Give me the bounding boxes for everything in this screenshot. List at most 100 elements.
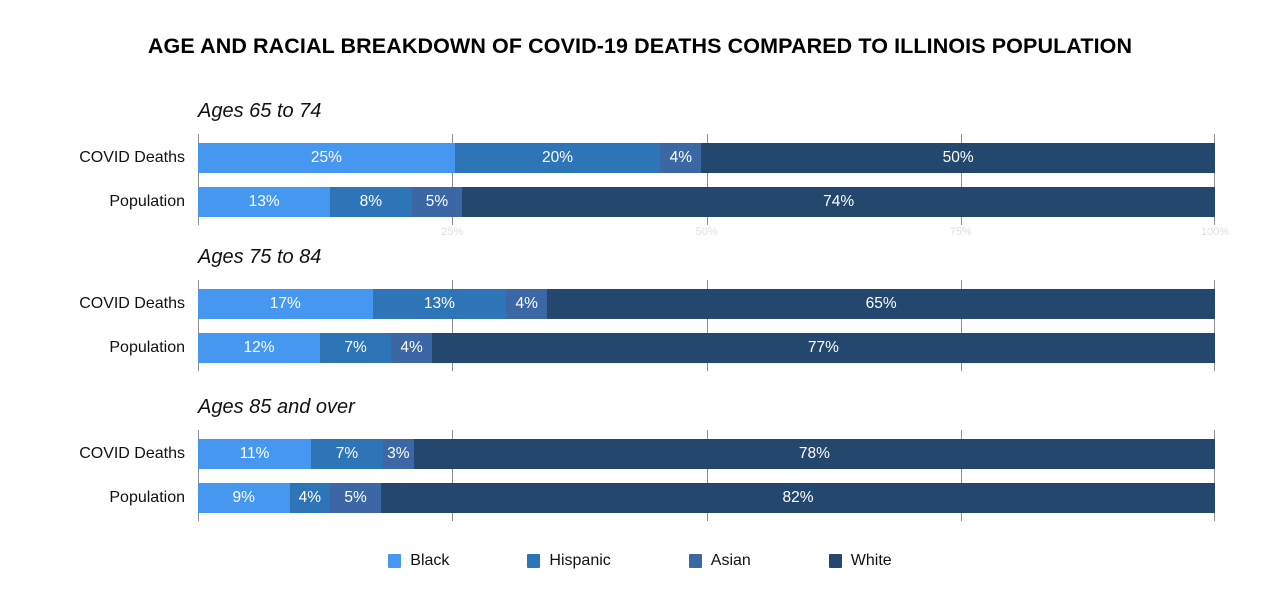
gridline-0 (198, 430, 199, 521)
segment-value-label: 12% (243, 339, 275, 356)
group-header: Ages 85 and over (198, 396, 355, 418)
row-label: Population (109, 193, 185, 210)
bar-segment-white: 50% (701, 143, 1215, 173)
bar-segment-asian: 4% (660, 143, 702, 173)
chart-title: AGE AND RACIAL BREAKDOWN OF COVID-19 DEA… (147, 34, 1133, 58)
covid-deaths-row: COVID Deaths 17% 13% 4% 65% (0, 289, 1280, 319)
row-label: Population (109, 339, 185, 356)
segment-value-label: 77% (807, 339, 839, 356)
bar-segment-asian: 3% (382, 439, 414, 469)
segment-value-label: 82% (782, 489, 814, 506)
gridlines (198, 134, 1215, 225)
legend-item-white: White (828, 551, 892, 571)
bar-segment-black: 13% (198, 187, 331, 217)
bar-segment-hispanic: 7% (320, 333, 392, 363)
legend-item-black: Black (388, 551, 449, 571)
legend-item-hispanic: Hispanic (527, 551, 611, 571)
bar-segment-hispanic: 20% (454, 143, 661, 173)
axis-tick-100: 100% (1200, 226, 1230, 238)
legend-swatch-asian (688, 554, 702, 568)
legend-swatch-white (828, 554, 842, 568)
segment-value-label: 74% (823, 193, 855, 210)
row-label: COVID Deaths (79, 149, 185, 166)
segment-value-label: 9% (232, 489, 255, 506)
legend-label: Black (410, 552, 450, 569)
group-rows: COVID Deaths 25% 20% 4% 50% Population 13% 8% 5%… (0, 134, 1280, 225)
row-label: COVID Deaths (79, 295, 185, 312)
group-rows: COVID Deaths 11% 7% 3% 78% Population 9% 4% 5% 82… (0, 430, 1280, 521)
segment-value-label: 20% (542, 149, 574, 166)
bar-segment-black: 25% (198, 143, 455, 173)
bar-segment-asian: 4% (391, 333, 432, 363)
covid-deaths-row: COVID Deaths 11% 7% 3% 78% (0, 439, 1280, 469)
bar-segment-hispanic: 7% (311, 439, 383, 469)
gridlines (198, 280, 1215, 371)
segment-value-label: 4% (669, 149, 692, 166)
gridline-75 (960, 280, 962, 371)
gridline-100 (1214, 134, 1215, 225)
bar-segment-white: 82% (381, 483, 1215, 513)
bar-segment-hispanic: 4% (289, 483, 331, 513)
population-row: Population 12% 7% 4% 77% (0, 333, 1280, 363)
gridline-50 (706, 280, 708, 371)
gridline-50 (706, 430, 708, 521)
covid-deaths-row: COVID Deaths 25% 20% 4% 50% (0, 143, 1280, 173)
axis-tick-75: 75% (949, 226, 972, 238)
segment-value-label: 4% (298, 489, 322, 506)
bar-segment-asian: 5% (411, 187, 463, 217)
bar-segment-asian: 5% (330, 483, 382, 513)
gridline-0 (198, 280, 199, 371)
gridline-25 (452, 280, 454, 371)
segment-value-label: 65% (865, 295, 897, 312)
bar-segment-hispanic: 8% (330, 187, 412, 217)
legend-label: Asian (710, 552, 751, 569)
row-label: Population (109, 489, 185, 506)
segment-value-label: 13% (423, 295, 455, 312)
bar-segment-black: 12% (198, 333, 321, 363)
gridline-0 (198, 134, 199, 225)
bar-segment-white: 77% (431, 333, 1215, 363)
legend-label: Hispanic (549, 552, 611, 569)
age-group-ages-75-to-84: Ages 75 to 84 COVID Deaths 17% 13% 4% 65% Popu… (0, 245, 1280, 371)
legend-swatch-hispanic (527, 554, 541, 568)
stacked-bar: 17% 13% 4% 65% (198, 289, 1215, 319)
bar-segment-white: 74% (462, 187, 1215, 217)
segment-value-label: 17% (269, 295, 301, 312)
group-header: Ages 65 to 74 (198, 100, 322, 122)
gridline-50 (706, 134, 708, 225)
segment-value-label: 7% (344, 339, 367, 356)
axis-tick-25: 25% (441, 226, 464, 238)
segment-value-label: 50% (942, 149, 974, 166)
segment-value-label: 4% (400, 339, 423, 356)
stacked-bar: 9% 4% 5% 82% (198, 483, 1215, 513)
gridline-100 (1214, 280, 1215, 371)
segment-value-label: 4% (515, 295, 538, 312)
bar-segment-white: 78% (413, 439, 1215, 469)
segment-value-label: 25% (310, 149, 342, 166)
stacked-bar: 25% 20% 4% 50% (198, 143, 1215, 173)
legend-label: White (850, 552, 892, 569)
segment-value-label: 8% (359, 193, 383, 210)
axis-tick-50: 50% (695, 226, 718, 238)
legend-swatch-black (388, 554, 402, 568)
bar-segment-white: 65% (547, 289, 1215, 319)
bar-segment-black: 17% (198, 289, 373, 319)
age-group-ages-65-to-74: Ages 65 to 74 COVID Deaths 25% 20% 4% 50% Popu… (0, 99, 1280, 225)
group-header: Ages 75 to 84 (198, 246, 322, 268)
gridline-75 (960, 134, 962, 225)
gridlines (198, 430, 1215, 521)
legend-item-asian: Asian (688, 551, 751, 571)
population-row: Population 9% 4% 5% 82% (0, 483, 1280, 513)
segment-value-label: 13% (248, 193, 280, 210)
segment-value-label: 11% (239, 445, 270, 462)
population-row: Population 13% 8% 5% 74% (0, 187, 1280, 217)
segment-value-label: 7% (335, 445, 359, 462)
segment-value-label: 5% (425, 193, 449, 210)
gridline-100 (1214, 430, 1215, 521)
age-group-ages-85-and-over: Ages 85 and over COVID Deaths 11% 7% 3% 78% Po… (0, 395, 1280, 521)
bar-segment-hispanic: 13% (372, 289, 507, 319)
stacked-bar: 13% 8% 5% 74% (198, 187, 1215, 217)
segment-value-label: 78% (798, 445, 830, 462)
segment-value-label: 3% (387, 445, 410, 462)
